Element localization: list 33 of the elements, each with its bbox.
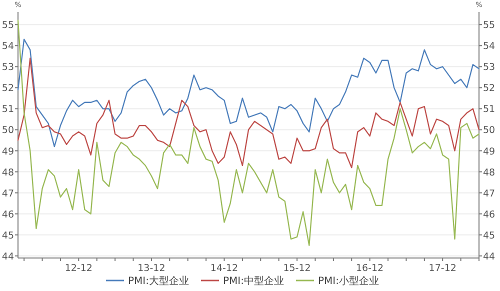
- y2-tick-label: 55: [483, 20, 496, 32]
- y2-tick-label: 53: [483, 62, 496, 74]
- y-tick-label: 53: [2, 62, 14, 74]
- y-tick-label: 45: [2, 230, 14, 242]
- y2-tick-label: 47: [483, 188, 496, 200]
- x-tick-label: 12-12: [64, 263, 92, 274]
- y-tick-label: 51: [2, 104, 14, 116]
- y2-tick-label: 44: [483, 251, 496, 262]
- y-tick-label: 49: [2, 146, 14, 158]
- y2-tick-label: 51: [483, 104, 496, 116]
- legend-label: PMI:大型企业: [128, 275, 190, 287]
- y-tick-label: 54: [2, 41, 14, 52]
- y-tick-label: 55: [2, 20, 14, 32]
- x-tick-label: 16-12: [356, 263, 384, 274]
- x-tick-label: 17-12: [428, 263, 456, 274]
- y-tick-label: 48: [2, 167, 14, 178]
- y-tick-label: 46: [2, 209, 14, 220]
- y-tick-label: 52: [2, 83, 14, 94]
- y-tick-label: 44: [2, 251, 14, 262]
- y-tick-label: 47: [2, 188, 14, 200]
- y2-tick-label: 52: [483, 83, 496, 94]
- x-tick-label: 13-12: [138, 263, 166, 274]
- y-tick-label: 50: [2, 125, 14, 136]
- x-tick-label: 14-12: [210, 263, 238, 274]
- y2-tick-label: 48: [483, 167, 496, 178]
- legend-label: PMI:小型企业: [318, 275, 379, 287]
- y2-tick-label: 49: [483, 146, 496, 158]
- legend-label: PMI:中型企业: [223, 275, 284, 287]
- x-tick-label: 15-12: [283, 263, 311, 274]
- y2-tick-label: 50: [483, 125, 496, 136]
- y2-tick-label: 46: [483, 209, 496, 220]
- y2-tick-label: 45: [483, 230, 496, 242]
- y2-tick-label: 54: [483, 41, 496, 52]
